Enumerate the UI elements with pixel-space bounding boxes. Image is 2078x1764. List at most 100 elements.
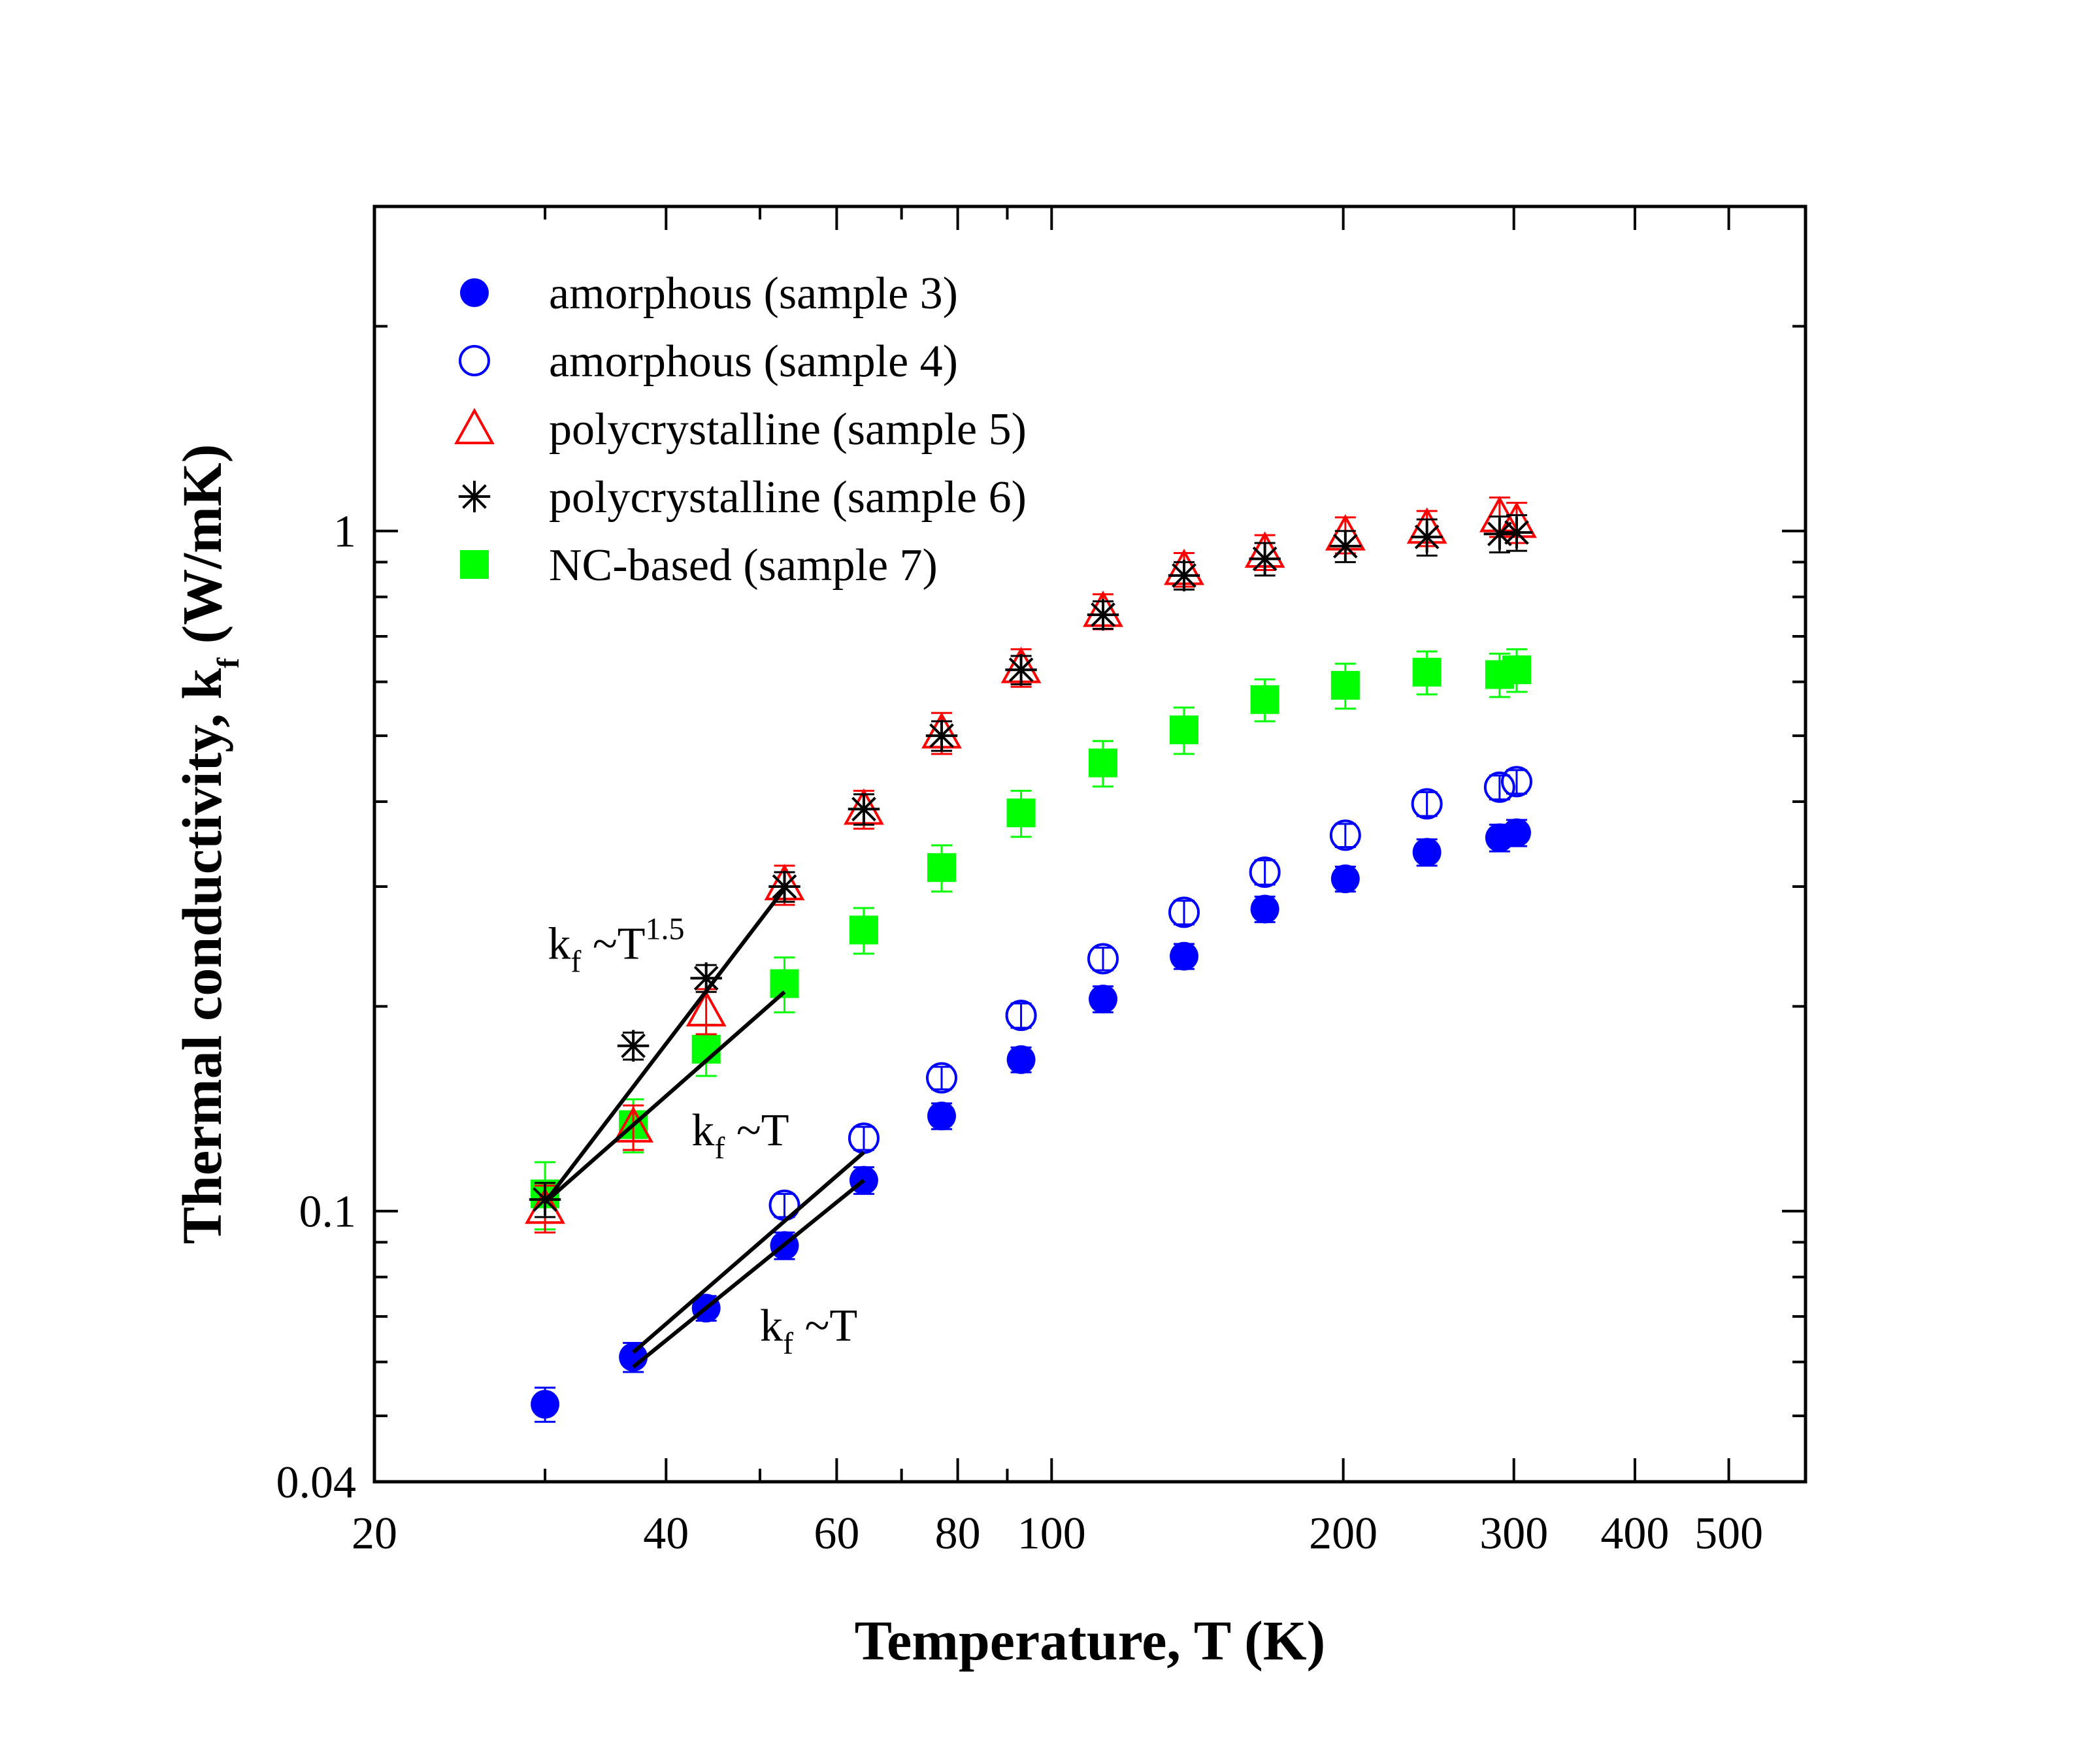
legend-symbol (459, 345, 490, 376)
y-tick-label: 0.1 (299, 1187, 357, 1237)
data-point (1005, 653, 1037, 686)
x-tick-label: 80 (935, 1509, 981, 1559)
legend-symbol (454, 408, 495, 444)
annotations: kf ~T1.5kf ~Tkf ~T (548, 911, 857, 1361)
asterisk-stroke (929, 723, 954, 748)
error-bar (853, 1126, 874, 1151)
error-bar (1334, 823, 1356, 848)
x-tick-label: 20 (352, 1509, 397, 1559)
annotation-text: ~T (725, 1105, 789, 1156)
error-bar (1254, 859, 1276, 886)
annotation-t-upper: kf ~T (691, 1105, 789, 1166)
plot-frame (372, 204, 1807, 1484)
data-point (1088, 748, 1117, 777)
data-point (927, 853, 957, 882)
data-point (1170, 941, 1199, 971)
y-axis-title-units: (W/mK) (171, 444, 233, 658)
data-point (1250, 685, 1279, 714)
legend-symbol (458, 480, 491, 513)
legend-entry: amorphous (sample 3) (460, 269, 958, 319)
asterisk-stroke (851, 796, 876, 822)
data-point (1483, 771, 1515, 803)
data-point (849, 915, 878, 945)
data-point (1329, 530, 1362, 563)
asterisk-stroke (462, 484, 487, 509)
annotation-text: ~T (581, 919, 645, 969)
data-point (1411, 521, 1443, 553)
legend-entry: polycrystalline (sample 6) (458, 472, 1027, 523)
data-point (1249, 543, 1281, 575)
error-bar (1010, 1002, 1032, 1029)
data-point (1330, 864, 1360, 894)
error-bar (1092, 946, 1113, 972)
x-tick-label: 40 (643, 1509, 689, 1559)
asterisk-stroke (1504, 520, 1529, 545)
data-point (619, 1343, 648, 1372)
data-point (1168, 559, 1200, 592)
x-tick-label: 400 (1600, 1509, 1669, 1559)
asterisk-stroke (1252, 546, 1278, 572)
data-point (1170, 715, 1199, 745)
x-tick-label: 200 (1309, 1509, 1377, 1559)
x-tick-label: 100 (1017, 1509, 1086, 1559)
data-point (685, 990, 727, 1027)
x-tick-label: 300 (1479, 1509, 1548, 1559)
data-point (768, 870, 800, 903)
legend-symbol (460, 550, 489, 579)
series-3 (525, 496, 1537, 1234)
data-point (1502, 655, 1531, 685)
data-point (1168, 896, 1200, 928)
asterisk-stroke (693, 966, 719, 991)
annotation-sup: 1.5 (645, 911, 684, 946)
y-axis-title: Thermal conductivity, kf (W/mK) (171, 444, 246, 1245)
legend-label: polycrystalline (sample 5) (549, 404, 1027, 455)
axis-ticks: 20 40 60 80 100 200 300 400 500 0.04 0.1 1 (276, 205, 1807, 1559)
asterisk-stroke (621, 1033, 646, 1058)
data-point (613, 1106, 654, 1143)
y-axis-title-main: Thermal conductivity, k (171, 668, 233, 1245)
data-point (1006, 1045, 1036, 1074)
annotation-k: k (548, 919, 570, 969)
data-point (617, 1030, 650, 1062)
annotation-text: ~T (793, 1301, 857, 1351)
asterisk-stroke (772, 874, 797, 899)
data-point (531, 1390, 560, 1419)
data-point (1006, 798, 1036, 828)
y-tick-label: 1 (333, 507, 356, 557)
data-point (848, 793, 880, 825)
error-bar (1506, 769, 1527, 795)
y-axis-title-sub: f (211, 657, 246, 668)
legend-label: amorphous (sample 3) (549, 269, 958, 319)
data-point (925, 719, 958, 752)
data-point (1412, 657, 1442, 687)
asterisk-stroke (1172, 563, 1196, 588)
x-tick-label: 500 (1694, 1509, 1763, 1559)
plot-marks (525, 496, 1537, 1423)
fit-amorphous-3 (632, 1179, 865, 1369)
data-point (1411, 788, 1443, 820)
legend-label: NC-based (sample 7) (549, 540, 938, 591)
legend-label: amorphous (sample 4) (549, 336, 958, 387)
legend-entry: amorphous (sample 4) (459, 336, 958, 387)
data-point (1005, 1000, 1037, 1032)
error-bar (1416, 791, 1438, 817)
fit-polycrystalline (543, 887, 786, 1204)
error-bar (931, 1066, 953, 1090)
data-point (690, 962, 722, 994)
data-point (1412, 838, 1442, 867)
y-tick-label: 0.04 (276, 1458, 357, 1508)
legend-entry: NC-based (sample 7) (460, 540, 938, 591)
asterisk-stroke (1414, 524, 1440, 549)
fit-nc (544, 990, 786, 1204)
annotation-k: k (760, 1301, 783, 1351)
data-point (1500, 766, 1532, 798)
data-point (1502, 818, 1531, 847)
legend-symbol (460, 278, 489, 307)
data-point (1483, 518, 1516, 550)
data-point (1088, 985, 1117, 1014)
asterisk-stroke (1487, 521, 1512, 547)
data-point (1500, 516, 1533, 549)
error-bar (1174, 900, 1195, 926)
data-point (1087, 943, 1119, 975)
